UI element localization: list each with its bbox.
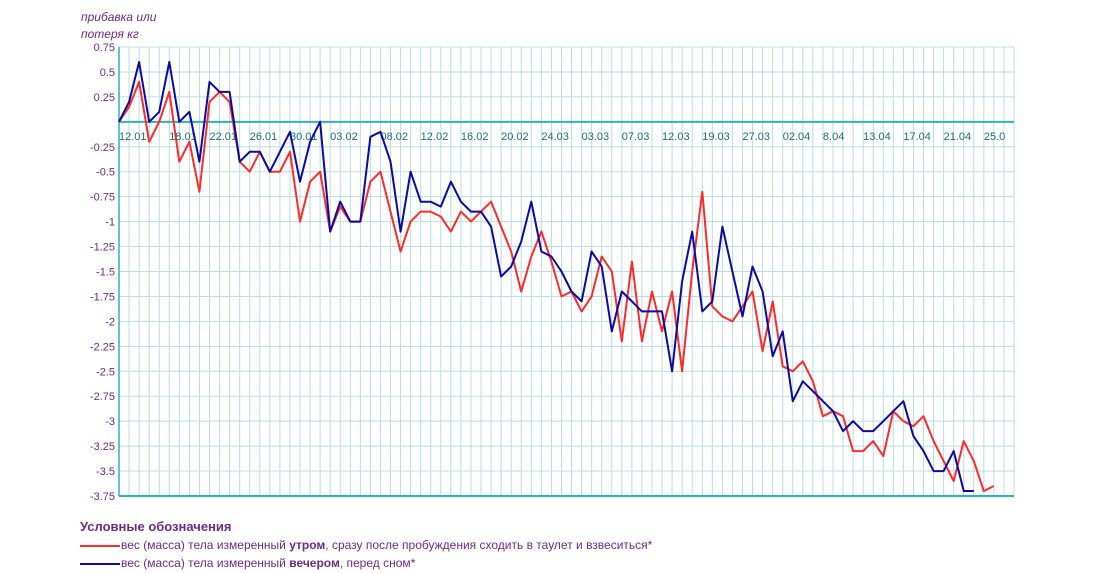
x-tick-label: 26.01 (250, 131, 278, 143)
y-tick-label: -0.5 (96, 167, 115, 179)
x-tick-label: 13.04 (863, 131, 891, 143)
y-tick-label: -2.5 (96, 366, 115, 378)
legend-swatch-evening (80, 563, 120, 565)
y-tick-label: -2.25 (90, 341, 115, 353)
legend-swatch-morning (80, 545, 120, 547)
legend: Условные обозначения вес (масса) тела из… (80, 519, 840, 573)
y-tick-label: 0.5 (100, 67, 115, 79)
legend-text-morning-post: , сразу после пробуждения сходить в таул… (325, 538, 653, 552)
y-axis-title-line1: прибавка или (81, 10, 157, 24)
y-tick-label: -3.25 (90, 441, 115, 453)
x-tick-label: 12.01 (119, 131, 147, 143)
y-tick-label: -2 (105, 316, 115, 328)
legend-text-evening-pre: вес (масса) тела измеренный (121, 556, 290, 570)
y-tick-label: -3.5 (96, 466, 115, 478)
y-tick-label: -0.75 (90, 192, 115, 204)
x-tick-label: 25.0 (984, 131, 1005, 143)
legend-title: Условные обозначения (80, 519, 232, 534)
y-tick-label: -3.75 (90, 491, 115, 503)
x-tick-label: 22.01 (210, 131, 238, 143)
y-axis-title-line2: потеря кг (81, 27, 139, 41)
x-tick-label: 17.04 (903, 131, 931, 143)
y-tick-label: -1.25 (90, 242, 115, 254)
y-tick-label: 0.75 (94, 42, 115, 54)
legend-text-morning-pre: вес (масса) тела измеренный (121, 538, 290, 552)
legend-text-morning-bold: утром (289, 538, 326, 552)
series-line-evening (118, 61, 974, 492)
y-tick-label: -1 (105, 217, 115, 229)
x-tick-label: 16.02 (461, 131, 489, 143)
x-tick-label: 21.04 (944, 131, 972, 143)
y-tick-label: -0.25 (90, 142, 115, 154)
legend-text-evening-post: , перед сном* (339, 556, 416, 570)
plot-area: 0.75 0.5 0.25 -0.25 -0.5 -0.75 -1 -1.25 -1.5 -1.7… (90, 42, 1015, 503)
y-tick-label: -1.75 (90, 291, 115, 303)
x-tick-label: 27.03 (742, 131, 770, 143)
y-tick-label: -2.75 (90, 391, 115, 403)
x-tick-label: 02.04 (783, 131, 811, 143)
x-tick-label: 12.03 (662, 131, 690, 143)
x-tick-label: 03.02 (330, 131, 358, 143)
y-tick-label: -1.5 (96, 267, 115, 279)
x-tick-label: 08.02 (380, 131, 408, 143)
legend-item-evening: вес (масса) тела измеренный вечером, пер… (80, 555, 840, 573)
x-tick-label: 12.02 (421, 131, 449, 143)
x-tick-label: 24.03 (541, 131, 569, 143)
x-tick-label: 07.03 (622, 131, 650, 143)
legend-text-evening-bold: вечером (289, 556, 340, 570)
x-tick-label: 03.03 (582, 131, 610, 143)
x-tick-label: 19.03 (702, 131, 730, 143)
x-tick-label: 8.04 (823, 131, 844, 143)
x-tick-label: 20.02 (501, 131, 529, 143)
y-tick-label: 0.25 (94, 92, 115, 104)
legend-item-morning: вес (масса) тела измеренный утром, сразу… (80, 537, 840, 555)
y-tick-label: -3 (105, 416, 115, 428)
